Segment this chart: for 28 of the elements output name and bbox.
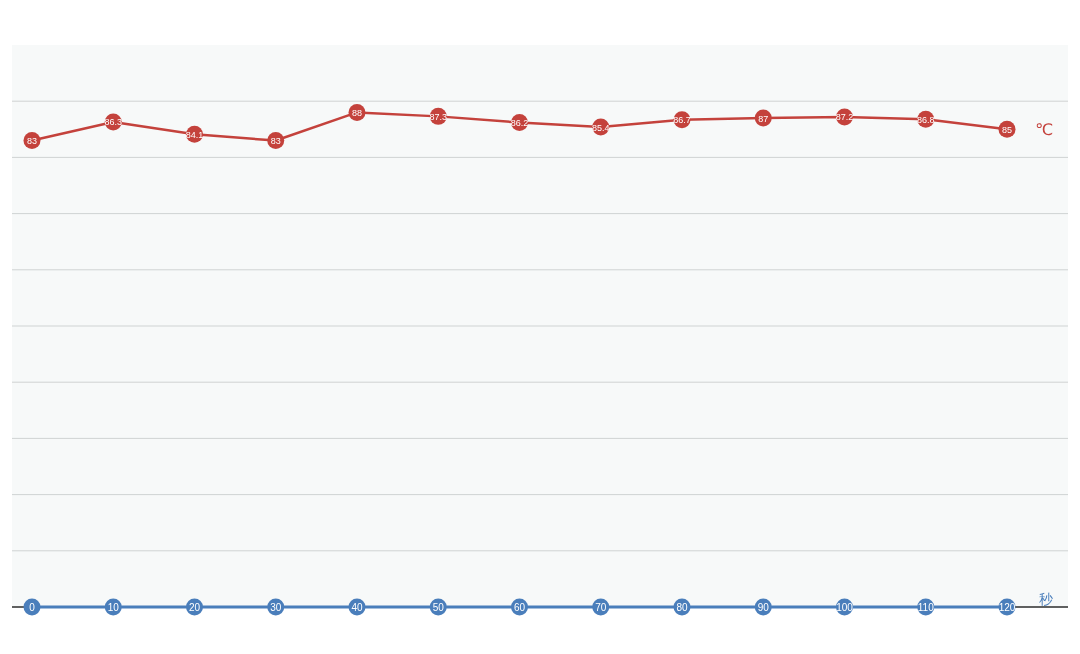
x-tick-label: 50 <box>432 601 445 613</box>
x-tick-label: 20 <box>188 601 201 613</box>
data-label: 83 <box>26 136 38 147</box>
data-label: 86.8 <box>916 114 935 125</box>
data-label: 88 <box>351 107 363 118</box>
data-label: 83 <box>270 136 281 147</box>
x-tick-label: 110 <box>917 601 935 613</box>
data-label: 86.2 <box>510 118 529 129</box>
x-tick-label: 0 <box>29 601 36 613</box>
x-tick-label: 10 <box>107 601 120 613</box>
data-label: 87.3 <box>429 111 448 122</box>
data-label: 84.1 <box>185 129 204 140</box>
data-label: 87 <box>758 113 769 124</box>
x-tick-label: 90 <box>757 601 770 613</box>
x-tick-label: 120 <box>998 601 1016 613</box>
x-axis-title: 秒 <box>1039 591 1053 607</box>
data-label: 87.2 <box>835 112 854 123</box>
data-label: 86.7 <box>673 115 691 126</box>
x-tick-label: 30 <box>270 601 282 613</box>
data-label: 86.3 <box>104 117 123 128</box>
x-tick-label: 40 <box>351 601 363 613</box>
data-label: 85.4 <box>591 122 610 133</box>
x-tick-label: 60 <box>513 601 526 613</box>
x-tick-label: 70 <box>595 601 607 613</box>
series-label: ℃ <box>1035 121 1053 139</box>
x-tick-label: 80 <box>676 601 688 613</box>
x-tick-label: 100 <box>836 601 854 613</box>
data-label: 85 <box>1001 124 1013 135</box>
